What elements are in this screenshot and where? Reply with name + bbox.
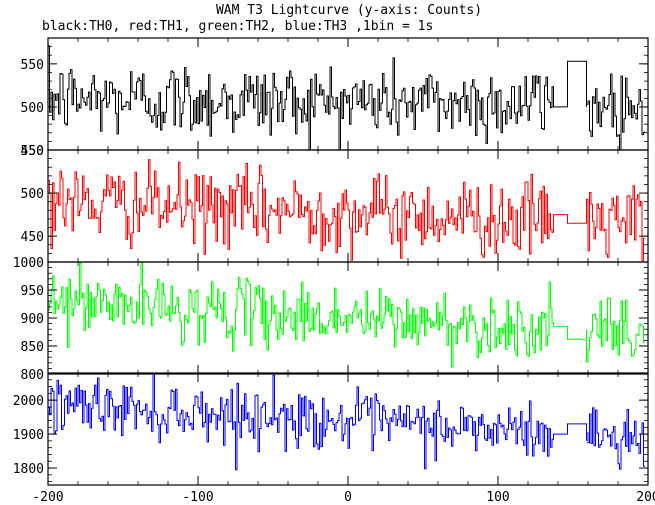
y-tick-label: 950 [21,284,44,299]
panel-th3: 1800 1900 2000 [13,372,649,486]
x-axis-ticks: -200 -100 0 100 200 [32,490,655,505]
series-line-th1 [48,159,645,262]
y-tick-label: 450 [21,230,44,245]
series-line-th3 [48,373,645,471]
x-tick-label: 100 [486,490,509,505]
y-tick-label: 500 [21,101,44,116]
y-tick-label: 450 [21,144,44,159]
y-tick-label: 550 [21,144,44,159]
chart-title: WAM T3 Lightcurve (y-axis: Counts) [216,3,482,18]
panel-th2: 800 850 900 950 1000 [13,256,649,383]
series-line-th0 [48,45,645,150]
y-tick-label: 1800 [13,462,44,477]
y-tick-label: 1000 [13,256,44,271]
panel-th0: 450 500 550 [21,37,649,159]
panel-frame [47,37,649,151]
y-tick-label: 500 [21,187,44,202]
y-tick-label: 1900 [13,428,44,443]
series-line-th2 [48,262,645,368]
x-tick-label: -200 [32,490,63,505]
chart-subtitle: black:TH0, red:TH1, green:TH2, blue:TH3 … [42,19,433,34]
x-tick-label: 0 [344,490,352,505]
x-tick-label: 200 [636,490,655,505]
y-tick-label: 900 [21,312,44,327]
panels-group: 4505005504505005508008509009501000180019… [13,37,649,486]
panel-th1: 450 500 550 [21,144,649,263]
y-tick-label: 550 [21,58,44,73]
x-tick-label: -100 [182,490,213,505]
y-tick-label: 800 [21,368,44,383]
y-tick-label: 850 [21,340,44,355]
y-tick-label: 2000 [13,394,44,409]
